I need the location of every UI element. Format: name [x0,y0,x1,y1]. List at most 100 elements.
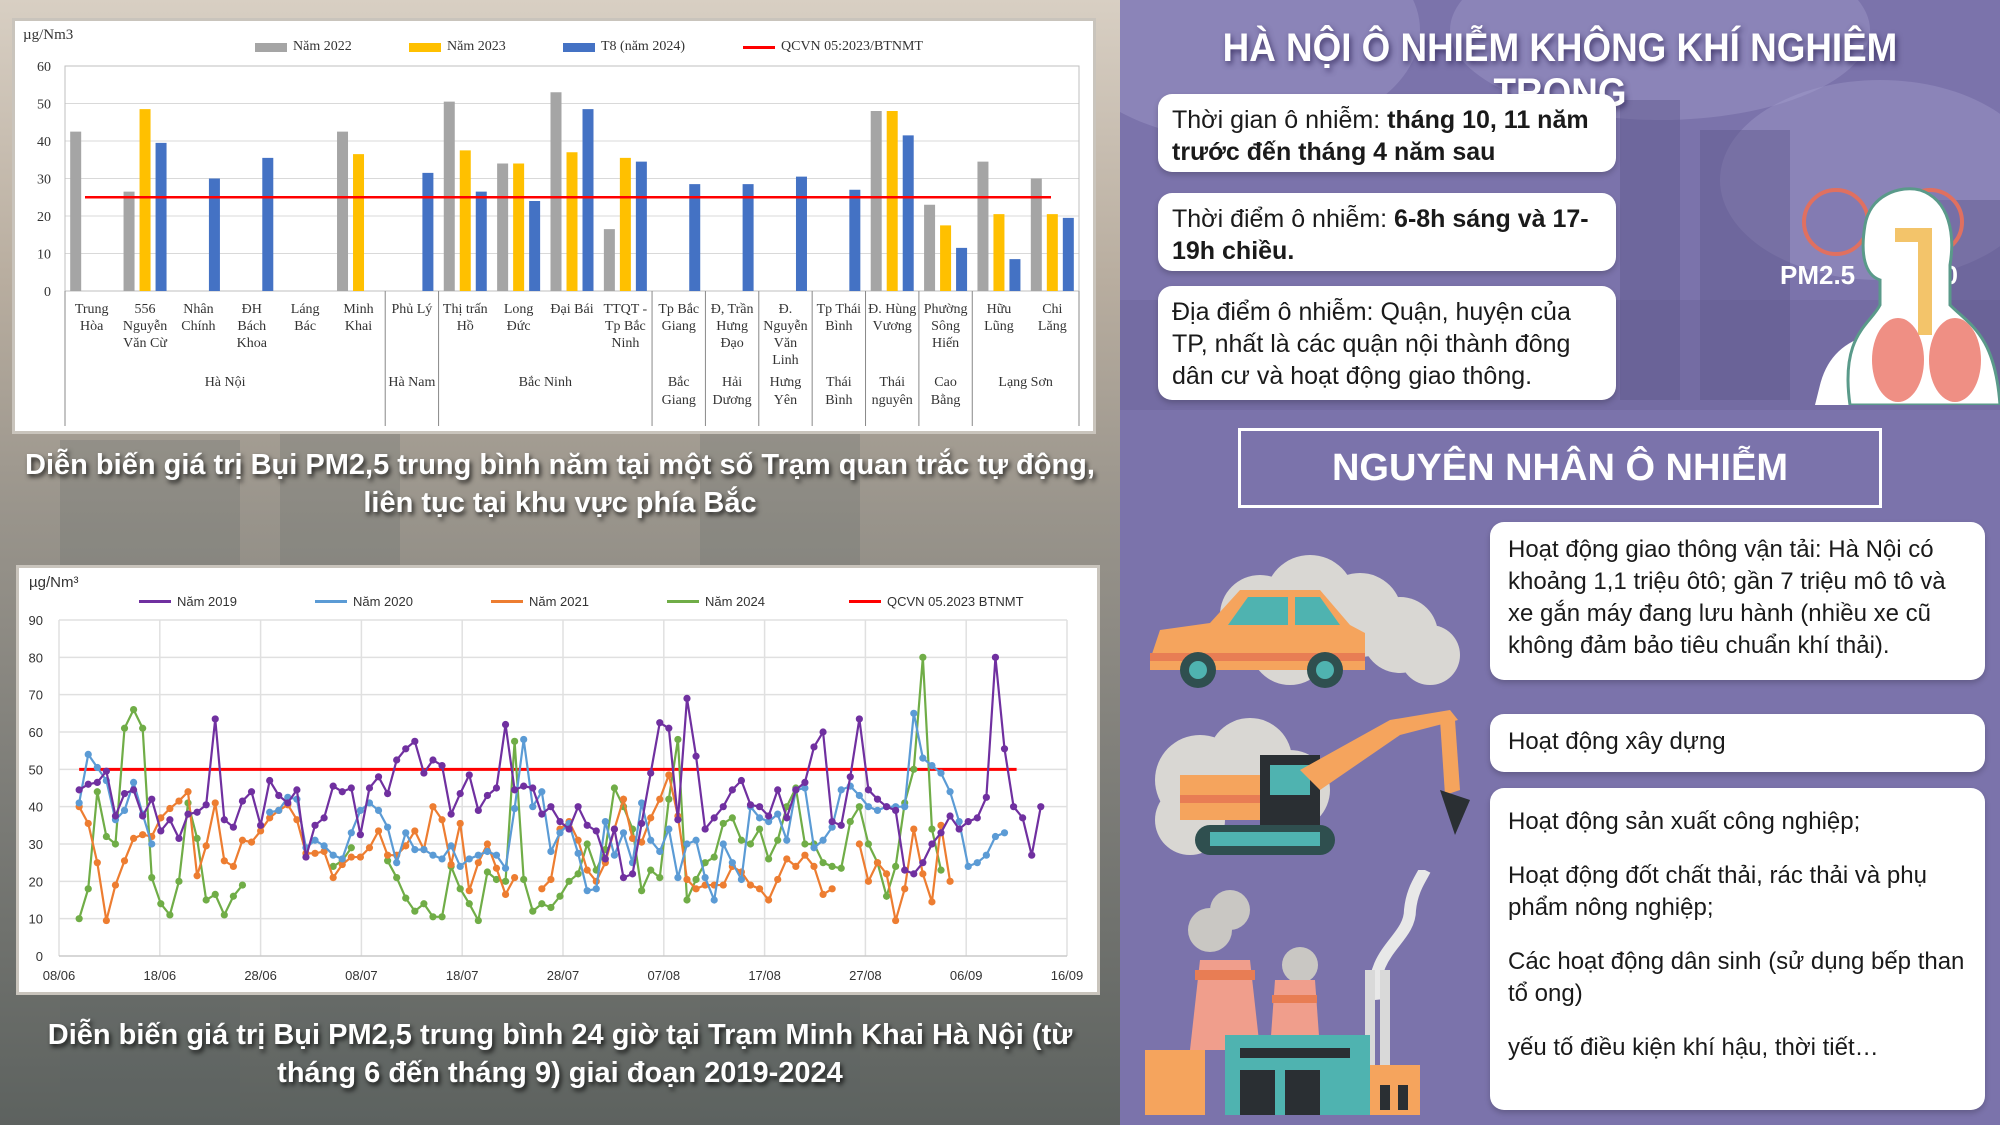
legend-item-2024: Năm 2024 [667,594,765,609]
svg-text:20: 20 [29,874,43,889]
cause-card-construction: Hoạt động xây dựng [1490,714,1985,772]
bar-chart-caption: Diễn biến giá trị Bụi PM2,5 trung bình n… [25,449,1095,519]
svg-text:ĐH: ĐH [242,302,262,317]
legend-item-qcvn: QCVN 05.2023 BTNMT [849,594,1024,609]
legend-item-t8-2024: T8 (năm 2024) [563,39,685,55]
svg-text:Văn Cừ: Văn Cừ [123,336,167,351]
svg-text:Hà Nội: Hà Nội [205,375,246,390]
svg-text:90: 90 [29,613,43,628]
legend-line [491,600,523,603]
svg-text:Phường: Phường [924,302,968,317]
svg-text:08/06: 08/06 [43,968,76,983]
legend-line [743,45,775,49]
cause-text-burning: Hoạt động đốt chất thải, rác thải và phụ… [1508,862,1927,921]
svg-text:Hưng: Hưng [770,375,802,390]
info-value: 6-8h sáng và 17-19h chiều. [1172,205,1589,265]
legend-line [849,600,881,603]
legend-item-2020: Năm 2020 [315,594,413,609]
legend-item-qcvn: QCVN 05:2023/BTNMT [743,39,923,55]
svg-text:0: 0 [44,285,51,300]
cause-text-weather: yếu tố điều kiện khí hậu, thời tiết… [1508,1034,1879,1061]
svg-text:10: 10 [37,248,51,263]
svg-text:Nhân: Nhân [183,302,213,317]
cause-text: Hoạt động giao thông vận tải: Hà Nội có … [1508,536,1946,659]
left-panel: µg/Nm3 Năm 2022 Năm 2023 T8 (năm 2024) Q… [0,0,1120,1125]
svg-text:Vương: Vương [873,319,912,334]
legend-line [667,600,699,603]
info-value: Quận, huyện của TP, nhất là các quận nội… [1172,298,1571,390]
svg-text:10: 10 [29,912,43,927]
svg-text:06/09: 06/09 [950,968,983,983]
svg-text:Đức: Đức [507,319,531,334]
svg-text:0: 0 [36,949,43,964]
info-card-place: Địa điểm ô nhiễm: Quận, huyện của TP, nh… [1158,286,1616,400]
cause-text-household: Các hoạt động dân sinh (sử dụng bếp than… [1508,948,1965,1007]
svg-text:556: 556 [135,302,156,317]
svg-text:60: 60 [29,725,43,740]
svg-text:07/08: 07/08 [648,968,681,983]
svg-text:Yên: Yên [774,393,797,408]
svg-text:Hữu: Hữu [987,302,1012,317]
legend-line [315,600,347,603]
pm25-particle-icon [1802,188,1870,256]
svg-text:Văn: Văn [774,336,797,351]
svg-text:Bằng: Bằng [931,393,961,408]
svg-text:Bác: Bác [294,319,316,334]
excavator-icon [1155,710,1470,855]
svg-text:Long: Long [504,302,534,317]
info-label: Thời điểm ô nhiễm: [1172,205,1395,233]
legend-label: Năm 2022 [293,39,352,54]
svg-text:Bình: Bình [825,393,852,408]
legend-label: QCVN 05:2023/BTNMT [781,39,923,54]
svg-text:28/06: 28/06 [244,968,277,983]
svg-text:Đ. Hùng: Đ. Hùng [868,302,916,317]
svg-text:Thái: Thái [879,375,905,390]
info-label: Địa điểm ô nhiễm: [1172,298,1381,326]
line-chart-caption: Diễn biến giá trị Bụi PM2,5 trung bình 2… [47,1019,1073,1089]
svg-text:40: 40 [37,135,51,150]
svg-text:Linh: Linh [772,353,798,368]
svg-text:Sông: Sông [931,319,960,334]
svg-text:Hòa: Hòa [80,319,104,334]
svg-text:Đại Bái: Đại Bái [550,302,593,317]
svg-text:Bách: Bách [237,319,266,334]
legend-item-2021: Năm 2021 [491,594,589,609]
svg-text:Hưng: Hưng [716,319,748,334]
svg-text:Đ.: Đ. [779,302,793,317]
legend-item-2019: Năm 2019 [139,594,237,609]
svg-text:Đạo: Đạo [720,336,743,351]
bar-chart-plot: 0 10 20 30 40 50 60 Trung Hòa 556 Nguyễn Văn Cừ Nhân… [37,60,1080,426]
legend-swatch [255,42,287,52]
cause-card-other: Hoạt động sản xuất công nghiệp; Hoạt độn… [1490,788,1985,1110]
legend-label: Năm 2024 [705,594,765,609]
info-card-moment: Thời điểm ô nhiễm: 6-8h sáng và 17-19h c… [1158,193,1616,271]
svg-text:Bắc Ninh: Bắc Ninh [519,375,572,390]
svg-text:80: 80 [29,650,43,665]
svg-text:Bình: Bình [825,319,852,334]
svg-text:18/06: 18/06 [144,968,177,983]
svg-text:Giang: Giang [662,319,696,334]
svg-text:Láng: Láng [291,302,320,317]
svg-text:TTQT -: TTQT - [604,302,648,317]
bar-chart: µg/Nm3 Năm 2022 Năm 2023 T8 (năm 2024) Q… [12,18,1096,434]
cause-text-industry: Hoạt động sản xuất công nghiệp; [1508,808,1861,835]
svg-text:Khai: Khai [345,319,372,334]
svg-text:40: 40 [29,800,43,815]
svg-text:Tp Bắc: Tp Bắc [605,319,646,334]
svg-text:Trung: Trung [75,302,109,317]
svg-text:Hồ: Hồ [457,319,474,334]
legend-item-2022: Năm 2022 [255,39,352,55]
lungs-body-icon [1815,187,2000,405]
line-chart-plot: 0 10 20 30 40 50 60 70 80 90 08/06 18/06 28/06 08/07 1… [29,613,1084,983]
legend-swatch [563,42,595,52]
city-decoration [1700,130,1790,400]
info-card-time: Thời gian ô nhiễm: tháng 10, 11 năm trướ… [1158,94,1616,172]
svg-text:30: 30 [37,173,51,188]
main-title: HÀ NỘI Ô NHIỄM KHÔNG KHÍ NGHIÊM TRỌNG [1222,26,1898,115]
svg-text:Lăng: Lăng [1038,319,1067,334]
svg-text:Hải: Hải [722,375,742,390]
factory-icon [1145,870,1431,1115]
bar-chart-y-unit: µg/Nm3 [23,27,74,43]
svg-text:08/07: 08/07 [345,968,378,983]
pm25-label: PM2.5 [1780,260,1856,290]
